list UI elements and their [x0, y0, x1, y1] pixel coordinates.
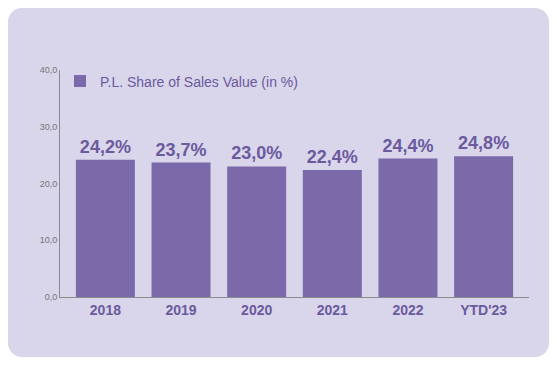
svg-text:2018: 2018 [90, 302, 121, 318]
svg-text:2021: 2021 [317, 302, 348, 318]
svg-text:2019: 2019 [165, 302, 196, 318]
svg-text:20,0: 20,0 [40, 179, 58, 189]
svg-text:24,4%: 24,4% [382, 136, 433, 156]
svg-text:30,0: 30,0 [40, 122, 58, 132]
svg-text:24,2%: 24,2% [80, 137, 131, 157]
svg-text:2022: 2022 [392, 302, 423, 318]
svg-text:YTD'23: YTD'23 [460, 302, 507, 318]
svg-text:2020: 2020 [241, 302, 272, 318]
svg-text:23,0%: 23,0% [231, 143, 282, 163]
svg-text:0,0: 0,0 [45, 292, 58, 302]
svg-text:24,8%: 24,8% [458, 133, 509, 153]
svg-text:40,0: 40,0 [40, 65, 58, 75]
svg-text:22,4%: 22,4% [307, 147, 358, 167]
svg-text:10,0: 10,0 [40, 235, 58, 245]
svg-text:23,7%: 23,7% [156, 140, 207, 160]
svg-text:P.L. Share of Sales Value (in: P.L. Share of Sales Value (in %) [100, 74, 298, 90]
